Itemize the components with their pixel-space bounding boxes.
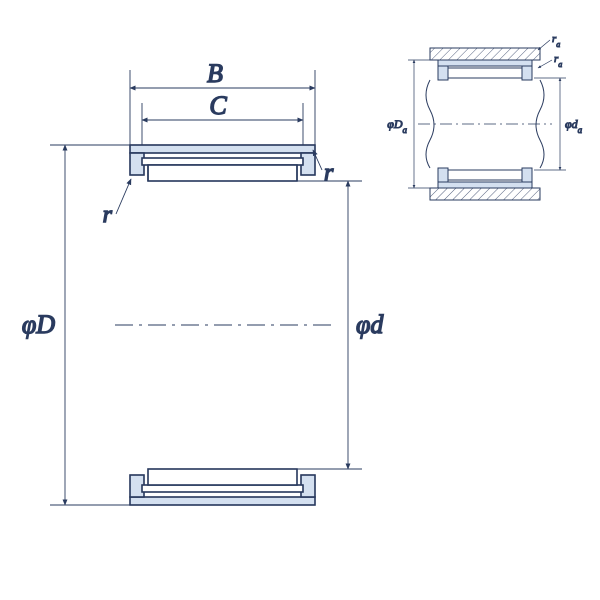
label-d: φd bbox=[356, 310, 384, 339]
aux-view: φDa φda ra ra bbox=[387, 33, 582, 200]
bearing-diagram: B C bbox=[0, 0, 600, 600]
label-Da: φDa bbox=[387, 117, 407, 135]
bottom-race bbox=[130, 469, 315, 505]
top-race bbox=[130, 145, 315, 181]
label-C: C bbox=[209, 91, 227, 120]
label-ra1: ra bbox=[552, 33, 560, 49]
label-ra2: ra bbox=[554, 53, 562, 69]
label-D: φD bbox=[22, 310, 55, 339]
main-view: B C bbox=[22, 59, 385, 505]
label-r-left: r bbox=[103, 202, 113, 228]
label-r-right: r bbox=[324, 160, 334, 186]
label-da: φda bbox=[565, 117, 583, 135]
label-B: B bbox=[207, 59, 223, 88]
